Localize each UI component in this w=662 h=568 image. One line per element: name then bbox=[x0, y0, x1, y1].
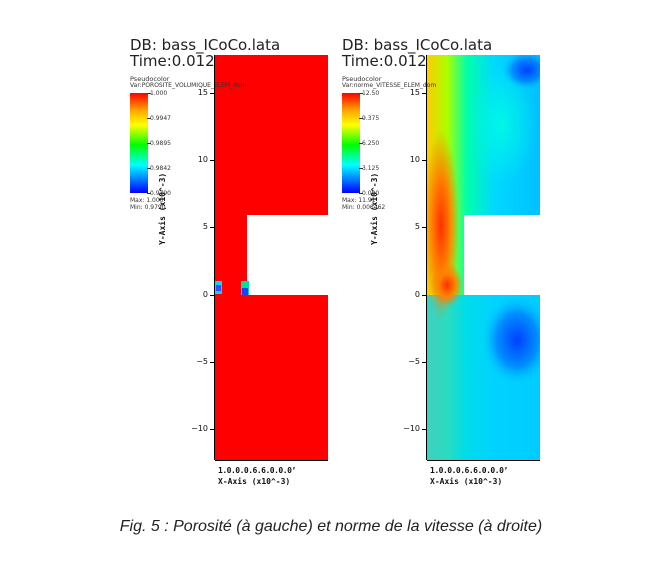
y-tick-label: 5 bbox=[202, 222, 208, 231]
velocity-field-plot bbox=[427, 55, 540, 460]
legend-tick: 9.375 bbox=[358, 115, 380, 122]
obstacle-block bbox=[464, 215, 540, 295]
y-tick bbox=[422, 295, 427, 296]
legend-max: Max: 11.91 bbox=[342, 197, 376, 204]
y-tick bbox=[210, 429, 215, 430]
y-tick bbox=[422, 93, 427, 94]
y-tick-label: 10 bbox=[409, 155, 420, 164]
legend-min: Min: 0.006462 bbox=[342, 204, 386, 211]
legend-max: Max: 1.000 bbox=[130, 197, 164, 204]
y-tick bbox=[422, 227, 427, 228]
porosity-legend: Pseudocolor Var:POROSITE_VOLUMIQUE_ELEM_… bbox=[130, 75, 246, 215]
porosity-patch-corner-core bbox=[242, 288, 248, 295]
legend-variable: Var:POROSITE_VOLUMIQUE_ELEM_dom bbox=[130, 82, 247, 89]
y-axis-title: Y-Axis (x10^-3) bbox=[158, 172, 167, 245]
legend-tick: 0.9947 bbox=[147, 115, 171, 122]
x-tick-labels: 1.0.0.0.6.6.0.0.0’ bbox=[430, 466, 508, 475]
y-axis-line bbox=[214, 55, 215, 460]
y-tick bbox=[210, 160, 215, 161]
x-axis-title: X-Axis (x10^-3) bbox=[218, 477, 291, 486]
x-axis-title: X-Axis (x10^-3) bbox=[430, 477, 503, 486]
legend-tick: 3.125 bbox=[358, 165, 380, 172]
y-tick bbox=[210, 227, 215, 228]
figure-caption: Fig. 5 : Porosité (à gauche) et norme de… bbox=[119, 518, 543, 535]
y-axis-line bbox=[426, 55, 427, 460]
x-axis-line bbox=[427, 460, 540, 461]
legend-title: Pseudocolor bbox=[130, 75, 170, 83]
y-tick-label: 15 bbox=[197, 88, 208, 97]
velocity-panel: DB: bass_ICoCo.lata Time:0.0121057 bbox=[330, 0, 570, 500]
porosity-field-plot bbox=[215, 55, 328, 460]
legend-tick: 6.250 bbox=[358, 140, 380, 147]
legend-tick: 1.000 bbox=[146, 90, 168, 97]
upper-blue-region bbox=[502, 55, 540, 90]
upper-cyan-region bbox=[467, 65, 537, 185]
db-label: DB: bass_ICoCo.lata bbox=[130, 36, 281, 54]
y-tick-label: −10 bbox=[191, 424, 208, 433]
velocity-legend: Pseudocolor Var:norme_VITESSE_ELEM_dom 1… bbox=[342, 75, 452, 215]
y-tick bbox=[422, 429, 427, 430]
y-tick bbox=[210, 93, 215, 94]
porosity-patch-left-core bbox=[216, 285, 221, 291]
y-tick-label: 0 bbox=[414, 290, 420, 299]
legend-title: Pseudocolor bbox=[342, 75, 382, 83]
y-tick bbox=[210, 362, 215, 363]
x-axis-line bbox=[215, 460, 328, 461]
legend-tick: 0.9895 bbox=[147, 140, 171, 147]
y-tick-label: 15 bbox=[409, 88, 420, 97]
db-label: DB: bass_ICoCo.lata bbox=[342, 36, 493, 54]
porosity-panel: DB: bass_ICoCo.lata Time:0.0121057 Pseud… bbox=[118, 0, 358, 500]
legend-tick: 0.000 bbox=[358, 190, 380, 197]
legend-tick: 0.9790 bbox=[147, 190, 171, 197]
legend-tick: 0.9842 bbox=[147, 165, 171, 172]
y-tick-label: 0 bbox=[202, 290, 208, 299]
y-tick bbox=[422, 160, 427, 161]
x-tick-labels: 1.0.0.0.6.6.0.0.0’ bbox=[218, 466, 296, 475]
legend-min: Min: 0.9790 bbox=[130, 204, 166, 211]
wake-blue-region bbox=[482, 295, 540, 385]
jet-tip bbox=[431, 263, 463, 307]
y-tick-label: −10 bbox=[403, 424, 420, 433]
y-tick-label: 10 bbox=[197, 155, 208, 164]
legend-variable: Var:norme_VITESSE_ELEM_dom bbox=[342, 82, 437, 89]
y-tick-label: −5 bbox=[196, 357, 208, 366]
obstacle-block bbox=[247, 215, 328, 295]
colorbar bbox=[130, 93, 148, 193]
y-tick bbox=[422, 362, 427, 363]
y-tick-label: 5 bbox=[414, 222, 420, 231]
y-tick bbox=[210, 295, 215, 296]
legend-tick: 12.50 bbox=[358, 90, 380, 97]
colorbar bbox=[342, 93, 360, 193]
y-axis-title: Y-Axis (x10^-3) bbox=[370, 172, 379, 245]
y-tick-label: −5 bbox=[408, 357, 420, 366]
